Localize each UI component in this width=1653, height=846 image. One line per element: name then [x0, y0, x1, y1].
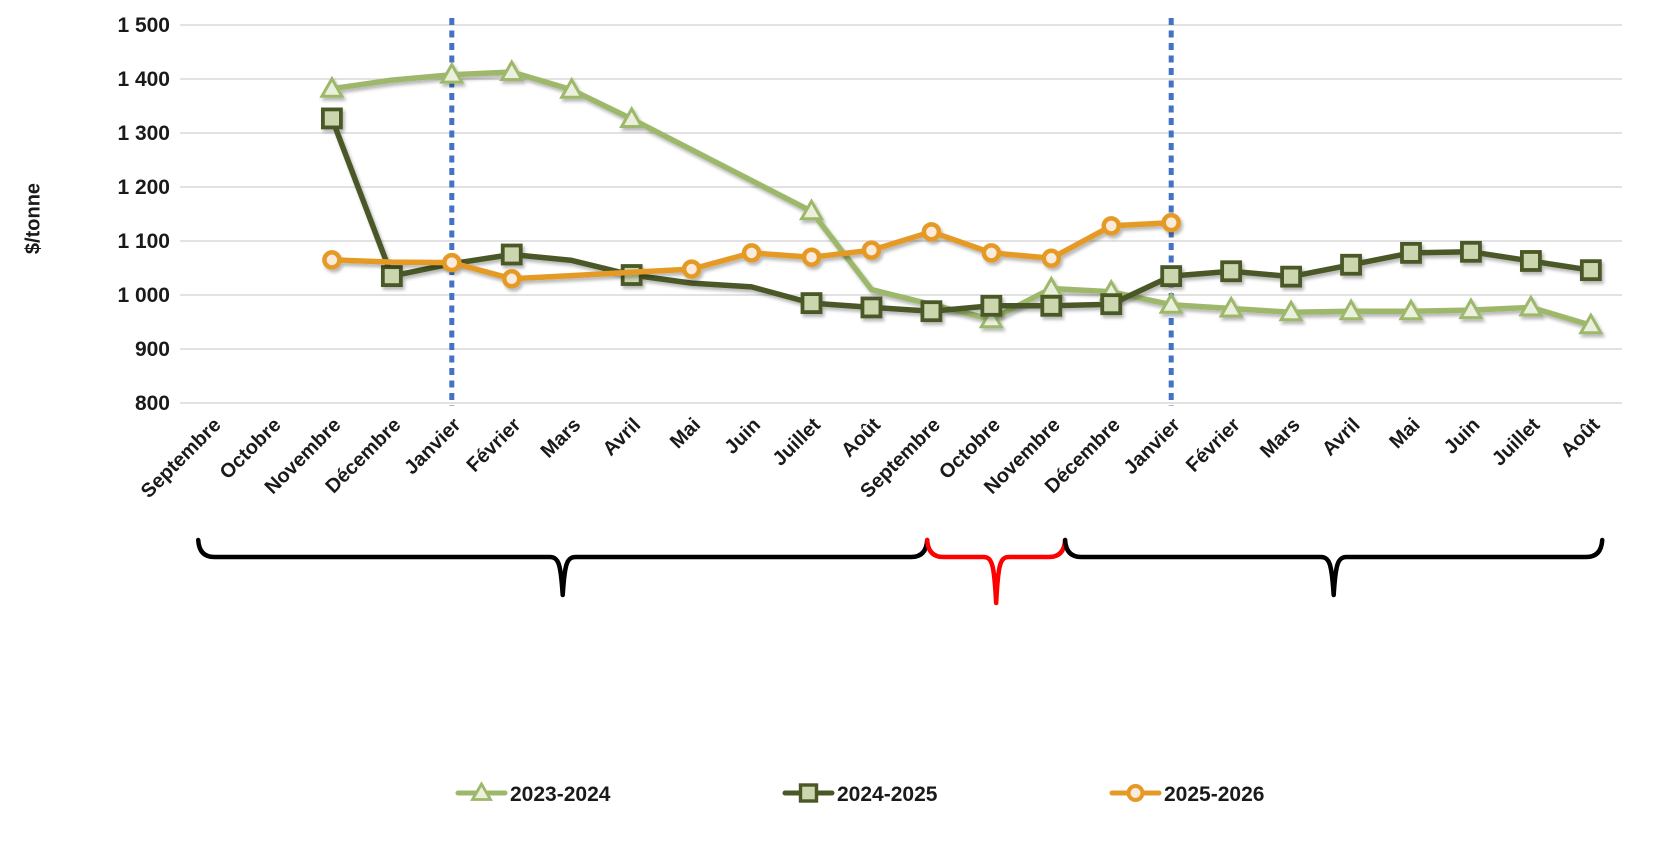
legend-label: 2023-2024 [510, 783, 611, 806]
circle-marker [502, 269, 522, 289]
series-2024-2025 [320, 107, 1602, 323]
legend-item-2025-2026: 2025-2026 [1109, 783, 1264, 806]
triangle-marker [1578, 312, 1604, 335]
x-tick-label: Janvier [1120, 414, 1185, 479]
square-marker [380, 265, 403, 288]
y-axis-title: $/tonne [22, 182, 45, 255]
triangle-marker [559, 76, 585, 99]
legend-circle-marker [1126, 784, 1145, 802]
square-marker [920, 300, 943, 323]
triangle-marker [319, 75, 345, 98]
circle-marker [1161, 212, 1181, 233]
x-tick-label: Août [1557, 414, 1605, 462]
legend-square-marker [798, 783, 819, 803]
x-tick-label: Janvier [400, 414, 465, 479]
square-marker [1160, 265, 1183, 288]
square-marker [800, 292, 823, 315]
square-marker [860, 296, 883, 319]
legend-item-2023-2024: 2023-2024 [455, 781, 611, 806]
x-tick-label: Février [463, 414, 526, 477]
series-2023-2024 [319, 58, 1604, 335]
y-tick-label: 1 100 [117, 230, 170, 253]
y-tick-label: 900 [135, 338, 170, 361]
x-tick-label: Mars [537, 414, 586, 463]
square-marker [1520, 250, 1542, 272]
circle-marker [801, 247, 822, 267]
circle-marker [921, 222, 942, 242]
triangle-marker [1158, 291, 1184, 314]
x-tick-label: Mars [1256, 414, 1305, 463]
circle-marker [861, 240, 882, 260]
square-marker [320, 107, 343, 130]
circle-marker [1101, 216, 1121, 236]
legend-triangle-marker [470, 781, 493, 801]
square-marker [1400, 241, 1422, 264]
series-2025-2026 [322, 212, 1181, 289]
legend-item-2024-2025: 2024-2025 [782, 783, 938, 806]
triangle-marker [978, 306, 1004, 329]
x-tick-label: Avril [1318, 414, 1364, 460]
x-tick-label: Juillet [1488, 414, 1545, 471]
square-marker [1340, 253, 1362, 276]
red-period-brace [924, 537, 1068, 606]
square-marker [1220, 260, 1243, 283]
x-tick-label: Avril [599, 414, 645, 460]
square-marker [1579, 259, 1602, 282]
triangle-marker [1338, 298, 1364, 321]
crop-year-brace [1062, 537, 1605, 598]
x-tick-label: Février [1182, 414, 1245, 477]
triangle-marker [619, 105, 645, 128]
circle-marker [981, 243, 1002, 263]
y-tick-label: 1 400 [117, 68, 170, 91]
circle-marker [1041, 248, 1062, 269]
triangle-marker [798, 198, 825, 221]
y-tick-label: 1 300 [117, 122, 170, 145]
triangle-marker [1218, 295, 1244, 318]
legend-label: 2024-2025 [837, 783, 938, 806]
square-marker [1280, 265, 1302, 288]
x-tick-label: Mai [1385, 414, 1424, 453]
square-marker [1040, 294, 1063, 317]
series-line [329, 115, 1594, 314]
y-tick-label: 800 [135, 392, 170, 415]
x-tick-label: Juillet [769, 414, 826, 471]
x-tick-label: Septembre [137, 414, 226, 503]
circle-marker [741, 243, 762, 263]
triangle-marker [1458, 297, 1484, 320]
y-tick-label: 1 500 [117, 14, 170, 37]
circle-marker [442, 252, 462, 273]
square-marker [980, 294, 1003, 317]
y-tick-label: 1 200 [117, 176, 170, 199]
triangle-marker [1398, 298, 1424, 321]
circle-marker [681, 259, 702, 279]
circle-marker [322, 250, 342, 270]
series-line [329, 69, 1594, 328]
y-tick-label: 1 000 [117, 284, 170, 307]
square-marker [500, 243, 523, 266]
x-tick-label: Juin [1440, 414, 1485, 459]
x-tick-label: Août [837, 414, 885, 462]
triangle-marker [499, 58, 525, 81]
square-marker [1100, 293, 1123, 316]
triangle-marker [1518, 294, 1544, 317]
triangle-marker [1278, 299, 1304, 322]
triangle-marker [439, 61, 465, 84]
square-marker [1460, 240, 1482, 263]
x-tick-label: Juin [720, 414, 765, 459]
crop-year-brace [195, 537, 930, 598]
legend-label: 2025-2026 [1164, 783, 1264, 806]
x-tick-label: Mai [666, 414, 705, 453]
